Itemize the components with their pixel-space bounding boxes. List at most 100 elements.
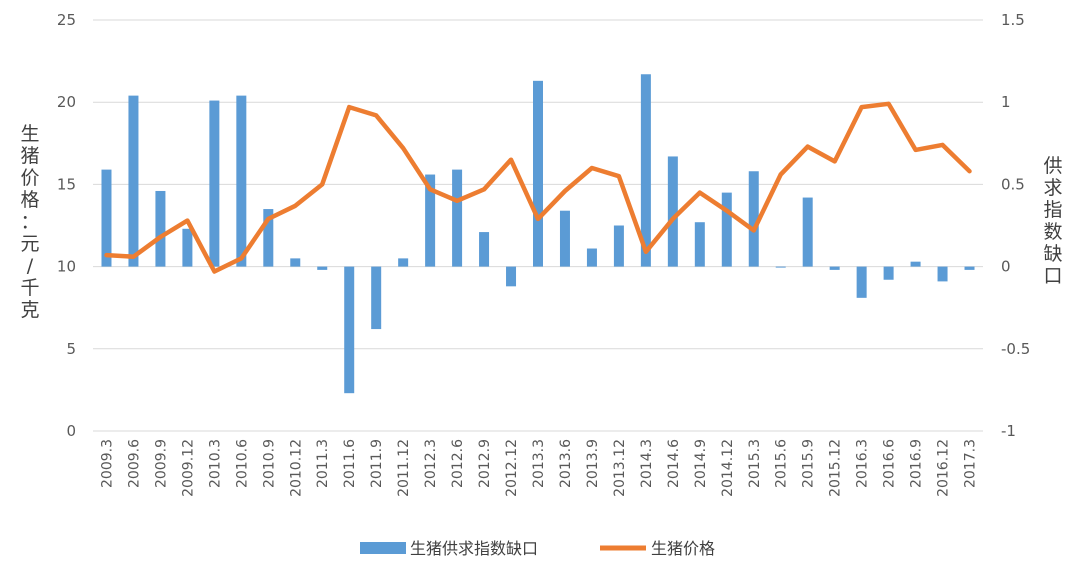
right-tick-label: 0 [1001, 258, 1011, 276]
x-tick-label: 2016.12 [936, 439, 952, 497]
x-tick-label: 2016.6 [882, 439, 898, 488]
x-tick-label: 2009.6 [126, 439, 142, 488]
left-tick-label: 20 [57, 93, 76, 111]
bar [748, 171, 759, 267]
bar [344, 266, 355, 394]
bar [209, 100, 220, 267]
bar [937, 266, 948, 282]
bar [721, 192, 732, 267]
legend: 生猪供求指数缺口 生猪价格 [360, 539, 715, 558]
bar [398, 258, 409, 267]
left-tick-label: 10 [57, 258, 76, 276]
x-tick-label: 2010.9 [261, 439, 277, 488]
x-tick-label: 2013.12 [612, 439, 628, 497]
bar [694, 222, 705, 267]
legend-swatch-bar [360, 542, 406, 554]
right-axis-title-char: 数 [1043, 221, 1062, 243]
left-tick-label: 15 [57, 175, 76, 193]
left-axis-title-char: 生 [20, 123, 39, 145]
x-tick-label: 2011.12 [396, 439, 412, 497]
x-tick-label: 2010.6 [234, 439, 250, 488]
right-tick-label: -1 [1001, 422, 1016, 440]
x-tick-label: 2013.6 [558, 439, 574, 488]
x-tick-label: 2014.12 [720, 439, 736, 497]
x-tick-label: 2013.3 [531, 439, 547, 488]
x-tick-label: 2014.6 [666, 439, 682, 488]
bar [829, 266, 840, 270]
bar [640, 74, 651, 267]
right-tick-label: 0.5 [1001, 175, 1025, 193]
left-axis-title-char: ： [20, 211, 39, 233]
left-tick-label: 0 [66, 422, 76, 440]
left-axis-title: 生猪价格：元/千克 [20, 123, 39, 321]
right-axis-title-char: 口 [1043, 265, 1062, 287]
x-tick-label: 2010.3 [207, 439, 223, 488]
bar [586, 248, 597, 267]
bar [479, 232, 490, 267]
price-line [104, 101, 972, 274]
right-tick-label: -0.5 [1001, 340, 1030, 358]
bar [452, 169, 463, 267]
left-axis-title-char: 猪 [20, 145, 39, 167]
left-axis-ticks: 0 5 10 15 20 25 [57, 11, 76, 440]
x-axis-ticks: 2009.3 2009.6 2009.9 2009.12 2010.3 2010.6 201… [99, 439, 978, 497]
x-tick-label: 2011.9 [369, 439, 385, 488]
x-tick-label: 2009.9 [153, 439, 169, 488]
bar [236, 95, 247, 267]
x-tick-label: 2014.3 [639, 439, 655, 488]
bar [883, 266, 894, 280]
x-tick-label: 2015.3 [747, 439, 763, 488]
x-tick-label: 2015.6 [774, 439, 790, 488]
bar [613, 225, 624, 267]
right-axis-title: 供求指数缺口 [1043, 155, 1062, 287]
bar [964, 266, 975, 270]
bar [101, 169, 112, 267]
left-axis-title-char: 克 [20, 299, 39, 321]
bar [910, 261, 921, 267]
left-tick-label: 5 [66, 340, 76, 358]
x-tick-label: 2015.9 [801, 439, 817, 488]
x-tick-label: 2012.12 [504, 439, 520, 497]
bar [856, 266, 867, 298]
left-axis-title-char: / [27, 255, 34, 277]
x-tick-label: 2009.3 [99, 439, 115, 488]
x-tick-label: 2012.9 [477, 439, 493, 488]
x-tick-label: 2009.12 [180, 439, 196, 497]
left-axis-title-char: 千 [20, 277, 39, 299]
x-tick-label: 2015.12 [828, 439, 844, 497]
legend-label-line: 生猪价格 [651, 539, 715, 558]
line-series [104, 101, 972, 274]
bar [182, 228, 193, 267]
right-tick-label: 1 [1001, 93, 1011, 111]
bar [775, 266, 786, 268]
left-axis-title-char: 格 [20, 189, 39, 211]
right-axis-title-char: 指 [1043, 199, 1062, 221]
x-tick-label: 2016.9 [909, 439, 925, 488]
x-tick-label: 2011.3 [315, 439, 331, 488]
left-axis-title-char: 价 [20, 167, 39, 189]
x-tick-label: 2014.9 [693, 439, 709, 488]
bar [317, 266, 328, 270]
x-tick-label: 2013.9 [585, 439, 601, 488]
bar [559, 210, 570, 267]
right-axis-title-char: 求 [1043, 177, 1062, 199]
left-tick-label: 25 [57, 11, 76, 29]
x-tick-label: 2012.6 [450, 439, 466, 488]
x-tick-label: 2017.3 [963, 439, 979, 488]
bar [290, 258, 301, 267]
x-tick-label: 2011.6 [342, 439, 358, 488]
bar [425, 174, 436, 267]
bar [263, 209, 274, 267]
bar [128, 95, 139, 267]
x-tick-label: 2012.3 [423, 439, 439, 488]
left-axis-title-char: 元 [20, 233, 39, 255]
legend-label-bar: 生猪供求指数缺口 [410, 539, 538, 558]
right-axis-title-char: 缺 [1043, 243, 1062, 265]
bar [802, 197, 813, 267]
bar [371, 266, 382, 330]
bar-series [101, 74, 975, 394]
bar [506, 266, 517, 287]
x-tick-label: 2010.12 [288, 439, 304, 497]
bar [667, 156, 678, 267]
